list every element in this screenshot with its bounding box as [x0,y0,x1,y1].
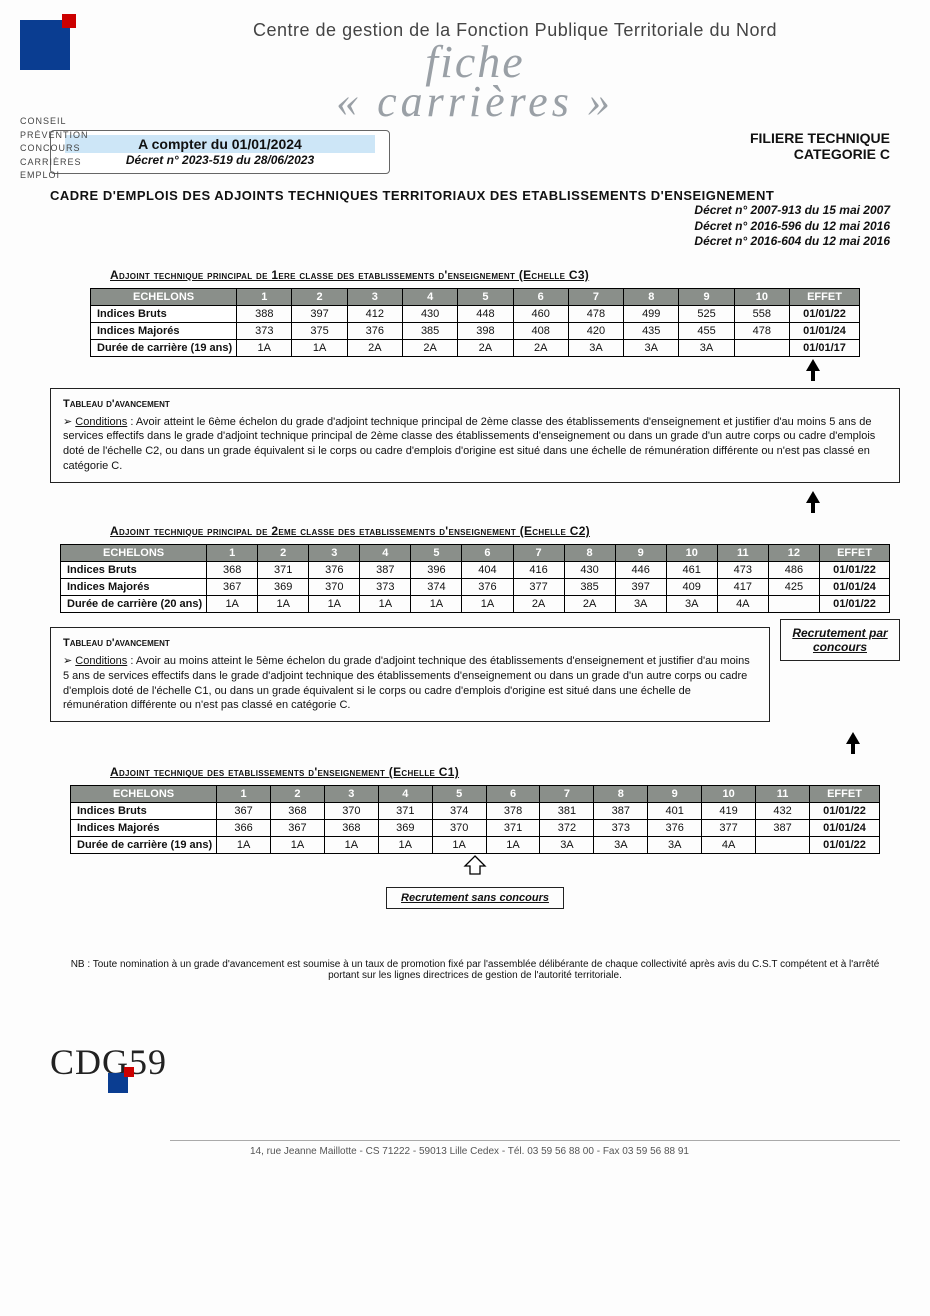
c2-title: Adjoint technique principal de 2eme clas… [110,524,900,538]
recruitment-concours-box: Recrutement par concours [780,619,900,661]
arrow-up-icon [806,491,820,503]
script-title-2: « carrières » [50,82,900,122]
arrow-up-icon [806,359,820,371]
footnote: NB : Toute nomination à un grade d'avanc… [50,959,900,981]
org-logo: CONSEIL PRÉVENTION CONCOURS CARRIÈRES EM… [20,20,89,183]
arrow-up-hollow-icon [463,854,487,876]
advancement-box-title: Tableau d'avancement [63,397,887,412]
recruitment-no-concours-box: Recrutement sans concours [386,887,564,909]
c1-table: ECHELONS1234567891011EFFETIndices Bruts3… [70,785,880,854]
advancement-box-c3: Tableau d'avancement ➢ Conditions : Avoi… [50,388,900,483]
footer-address: 14, rue Jeanne Maillotte - CS 71222 - 59… [250,1146,689,1157]
sidebar-keywords: CONSEIL PRÉVENTION CONCOURS CARRIÈRES EM… [20,115,89,183]
cdg-logo: CDG59 [50,1041,167,1083]
c3-table: ECHELONS12345678910EFFETIndices Bruts388… [90,288,860,357]
script-title-1: fiche [50,41,900,82]
reference-decrees: Décret n° 2007-913 du 15 mai 2007 Décret… [50,203,900,250]
effective-date: A compter du 01/01/2024 [65,135,375,153]
effective-date-box: A compter du 01/01/2024 Décret n° 2023-5… [50,130,390,174]
c3-title: Adjoint technique principal de 1ere clas… [110,268,900,282]
effective-decree: Décret n° 2023-519 du 28/06/2023 [65,153,375,167]
advancement-box-title: Tableau d'avancement [63,636,757,651]
c1-title: Adjoint technique des etablissements d'e… [110,765,900,779]
arrow-up-icon [846,732,860,744]
filiere-block: FILIERE TECHNIQUE CATEGORIE C [750,130,900,162]
c2-table: ECHELONS123456789101112EFFETIndices Brut… [60,544,890,613]
main-title: CADRE D'EMPLOIS DES ADJOINTS TECHNIQUES … [50,188,900,203]
advancement-box-c2: Tableau d'avancement ➢ Conditions : Avoi… [50,627,770,722]
